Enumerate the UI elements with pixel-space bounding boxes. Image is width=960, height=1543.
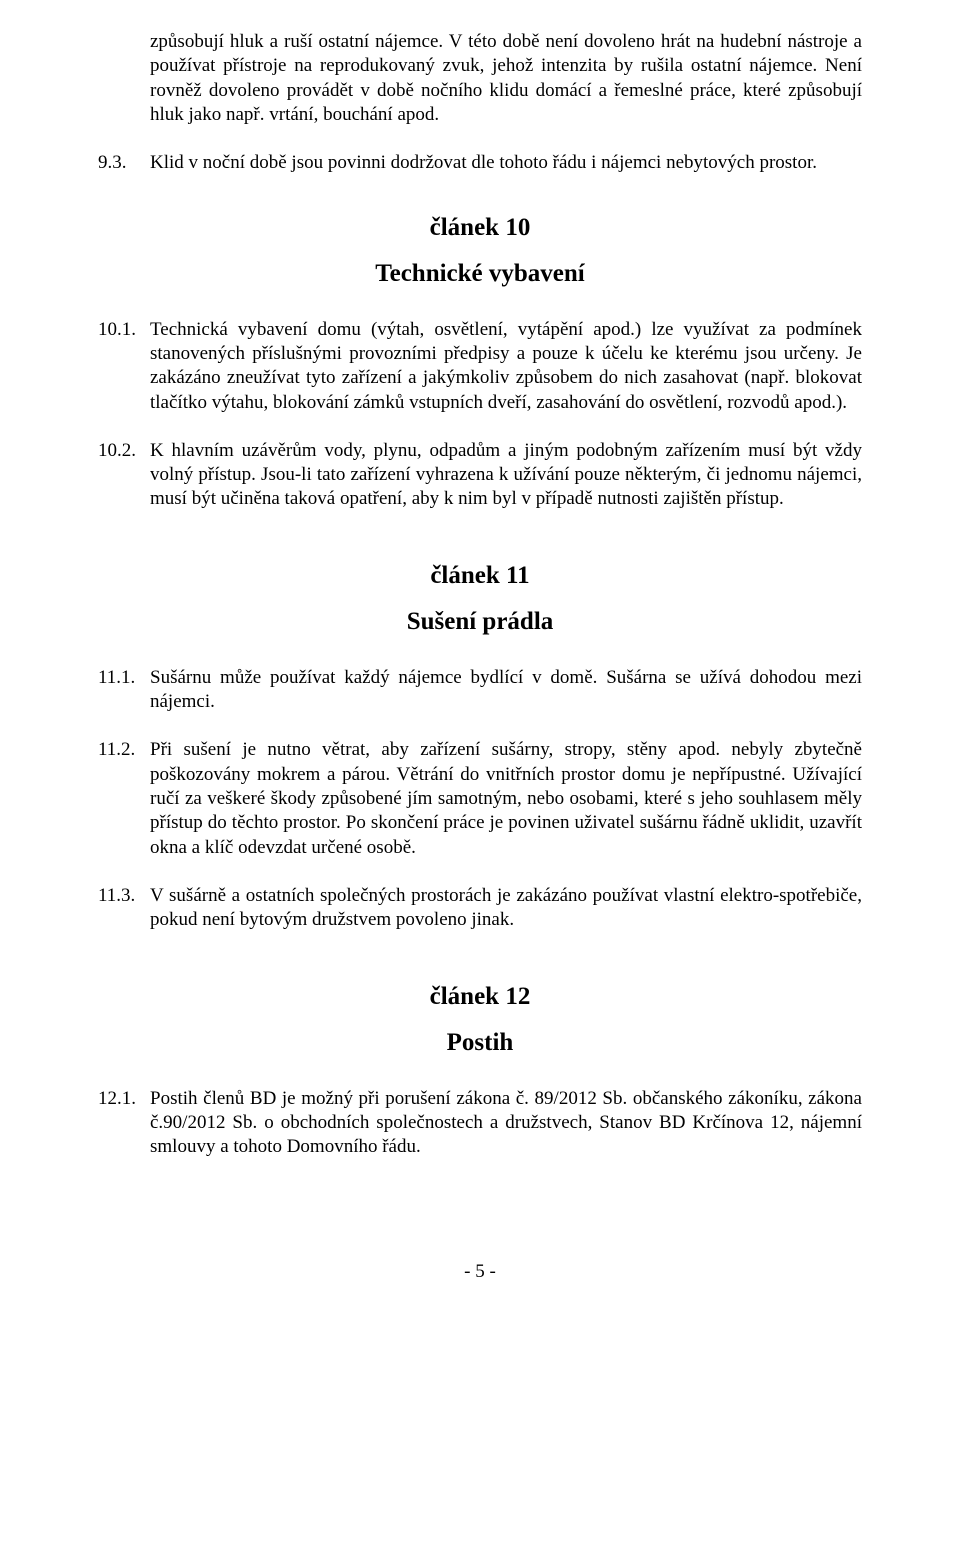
article-11-subtitle: Sušení prádla	[98, 606, 862, 638]
item-text: Sušárnu může používat každý nájemce bydl…	[150, 666, 862, 715]
item-text: Postih členů BD je možný při porušení zá…	[150, 1087, 862, 1160]
item-10-2: 10.2. K hlavním uzávěrům vody, plynu, od…	[98, 439, 862, 512]
item-text: V sušárně a ostatních společných prostor…	[150, 884, 862, 933]
item-number: 11.1.	[98, 666, 150, 715]
article-11-title: článek 11	[98, 560, 862, 592]
article-12-subtitle: Postih	[98, 1027, 862, 1059]
intro-text: způsobují hluk a ruší ostatní nájemce. V…	[150, 31, 862, 125]
item-11-3: 11.3. V sušárně a ostatních společných p…	[98, 884, 862, 933]
item-12-1: 12.1. Postih členů BD je možný při poruš…	[98, 1087, 862, 1160]
item-9-3: 9.3. Klid v noční době jsou povinni dodr…	[98, 151, 862, 175]
item-number: 11.2.	[98, 738, 150, 860]
page-number: - 5 -	[464, 1261, 496, 1282]
item-number: 11.3.	[98, 884, 150, 933]
item-text: K hlavním uzávěrům vody, plynu, odpadům …	[150, 439, 862, 512]
article-10-subtitle: Technické vybavení	[98, 258, 862, 290]
item-11-1: 11.1. Sušárnu může používat každý nájemc…	[98, 666, 862, 715]
article-10-title: článek 10	[98, 212, 862, 244]
item-number: 9.3.	[98, 151, 150, 175]
item-10-1: 10.1. Technická vybavení domu (výtah, os…	[98, 318, 862, 415]
item-text: Technická vybavení domu (výtah, osvětlen…	[150, 318, 862, 415]
page-footer: - 5 -	[98, 1260, 862, 1284]
item-number: 10.1.	[98, 318, 150, 415]
item-number: 10.2.	[98, 439, 150, 512]
item-text: Klid v noční době jsou povinni dodržovat…	[150, 151, 862, 175]
item-11-2: 11.2. Při sušení je nutno větrat, aby za…	[98, 738, 862, 860]
article-12-title: článek 12	[98, 981, 862, 1013]
item-text: Při sušení je nutno větrat, aby zařízení…	[150, 738, 862, 860]
item-number: 12.1.	[98, 1087, 150, 1160]
intro-continuation: způsobují hluk a ruší ostatní nájemce. V…	[150, 30, 862, 127]
